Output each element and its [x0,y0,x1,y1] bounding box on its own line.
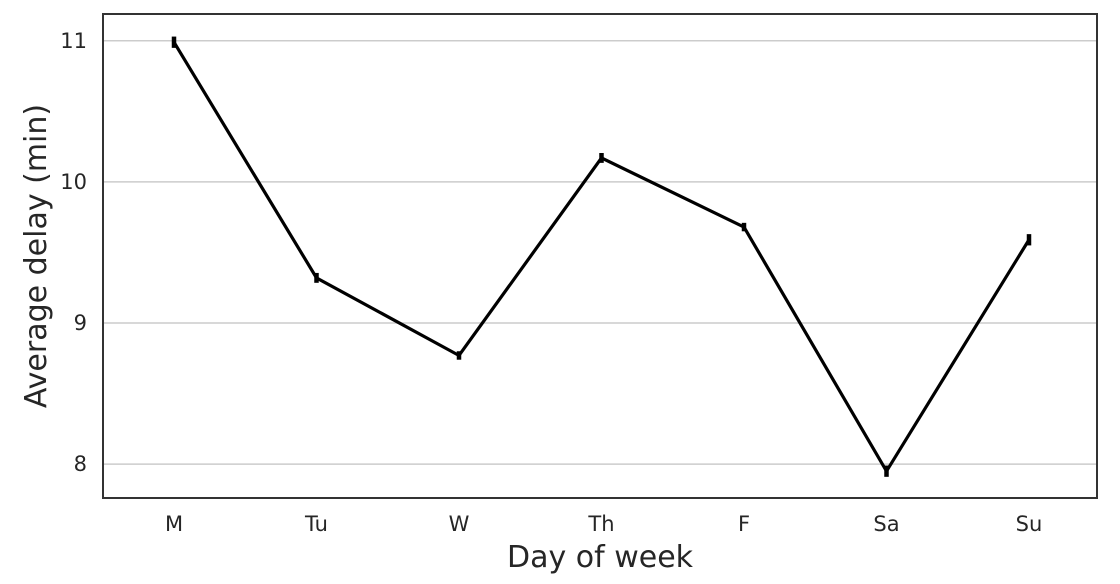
y-axis-title: Average delay (min) [19,104,54,408]
y-tick-label: 10 [60,170,87,194]
x-axis-title: Day of week [507,540,694,575]
x-tick-label: Su [1016,512,1043,536]
x-axis-ticks: M Tu W Th F Sa Su [165,512,1042,536]
y-tick-label: 11 [60,29,87,53]
gridlines [103,40,1097,465]
x-tick-label: Sa [873,512,899,536]
series-line [172,41,1031,475]
plot-frame [102,13,1098,499]
x-tick-label: Th [587,512,614,536]
x-tick-label: Tu [304,512,328,536]
x-tick-label: F [738,512,750,536]
x-tick-label: M [165,512,183,536]
series-layer [171,36,1032,477]
y-axis-ticks: 8 9 10 11 [60,29,87,476]
y-tick-label: 8 [74,452,87,476]
y-tick-label: 9 [74,311,87,335]
x-tick-label: W [449,512,470,536]
